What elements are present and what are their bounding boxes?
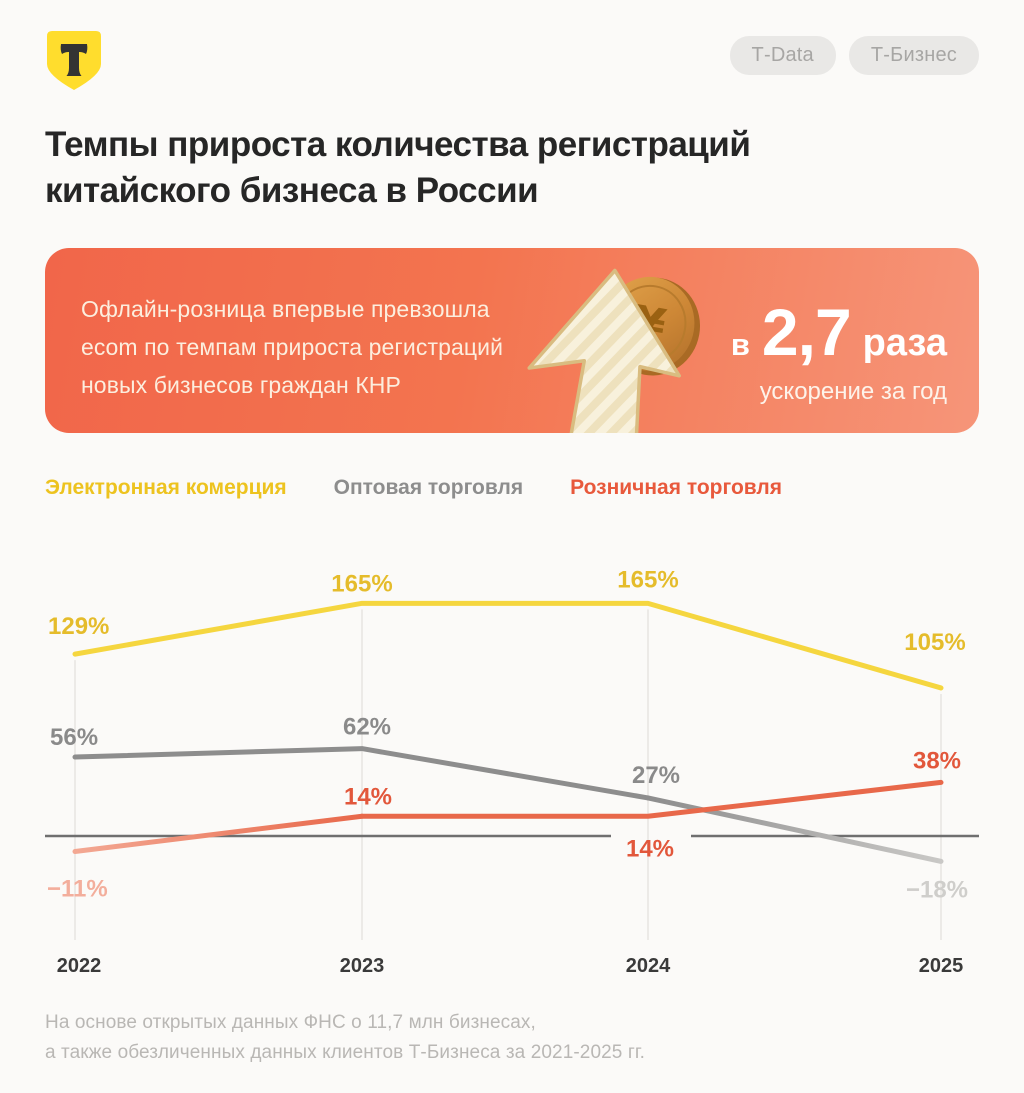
- stat-caption: ускорение за год: [759, 378, 947, 405]
- badge-t-business: Т-Бизнес: [848, 36, 979, 75]
- series-line: [72, 746, 651, 801]
- legend-item-wholesale: Оптовая торговля: [333, 476, 524, 499]
- value-label: 62%: [343, 714, 391, 741]
- header: Т-Data Т-Бизнес: [45, 28, 979, 90]
- source-note-line2: а также обезличенных данных клиентов Т-Б…: [45, 1042, 645, 1063]
- badge-t-data: Т-Data: [729, 36, 836, 75]
- value-label: 165%: [617, 566, 678, 593]
- value-label: 27%: [632, 762, 680, 789]
- series-line: [645, 795, 944, 864]
- highlight-banner: Офлайн-розница впервые превзошла ecom по…: [45, 248, 979, 433]
- series-line: [72, 813, 365, 855]
- value-label: 56%: [50, 724, 98, 751]
- value-label: 14%: [344, 783, 392, 810]
- source-note: На основе открытых данных ФНС о 11,7 млн…: [45, 1008, 979, 1068]
- value-label: −11%: [47, 876, 108, 903]
- x-tick-label: 2022: [57, 955, 102, 977]
- stat-value: 2,7: [761, 295, 852, 369]
- t-bank-logo-icon: [47, 31, 101, 90]
- series-line: [72, 600, 944, 691]
- x-tick-label: 2025: [919, 955, 964, 977]
- banner-text-line3: новых бизнесов граждан КНР: [81, 372, 401, 398]
- header-badges: Т-Data Т-Бизнес: [729, 36, 979, 75]
- banner-text-line2: ecom по темпам прироста регистраций: [81, 334, 504, 360]
- arrow-up-yuan-coin-icon: ¥: [527, 268, 701, 433]
- banner-text-line1: Офлайн-розница впервые превзошла: [81, 296, 490, 322]
- page-title-line2: китайского бизнеса в России: [45, 171, 539, 210]
- legend-item-ecommerce: Электронная комерция: [45, 476, 287, 499]
- value-label: 165%: [331, 570, 392, 597]
- x-tick-label: 2024: [626, 955, 671, 977]
- x-tick-label: 2023: [340, 955, 385, 977]
- value-label: 105%: [904, 629, 965, 656]
- value-label: 129%: [48, 613, 109, 640]
- legend-item-retail: Розничная торговля: [570, 476, 783, 499]
- series-line: [359, 779, 944, 819]
- value-label: −18%: [906, 876, 968, 903]
- source-note-line1: На основе открытых данных ФНС о 11,7 млн…: [45, 1012, 536, 1033]
- banner-text: Офлайн-розница впервые превзошла ecom по…: [81, 290, 503, 404]
- stat-suffix: раза: [862, 322, 947, 364]
- chart-legend: Электронная комерция Оптовая торговля Ро…: [45, 476, 979, 500]
- stat-prefix: в: [730, 327, 750, 362]
- value-label: 14%: [626, 835, 674, 862]
- value-label: 38%: [913, 747, 961, 774]
- page-title: Темпы прироста количества регистраций ки…: [45, 122, 979, 214]
- page-title-line1: Темпы прироста количества регистраций: [45, 125, 751, 164]
- banner-stat: в 2,7 раза ускорение за год: [731, 294, 947, 406]
- line-chart: 129% 165% 165% 105% 56% 62% 27% −18% −11% 14% 14% 3…: [45, 566, 979, 977]
